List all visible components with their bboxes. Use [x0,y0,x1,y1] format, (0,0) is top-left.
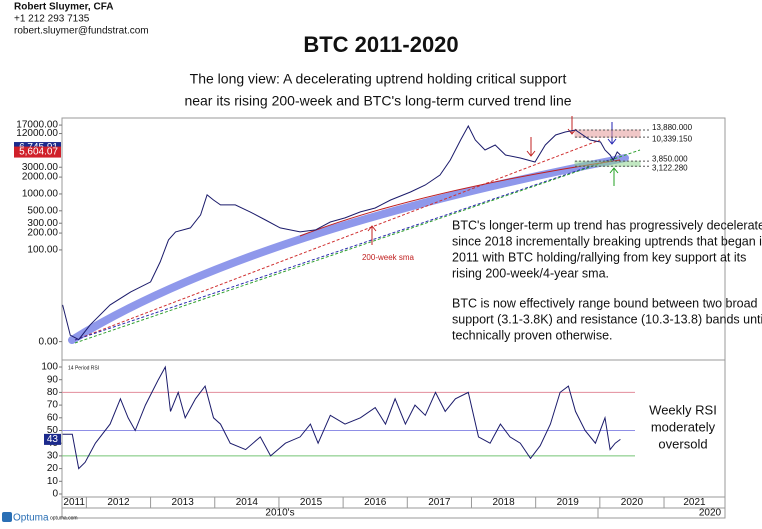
email: robert.sluymer@fundstrat.com [14,26,149,37]
level-label: 13,880.000 [652,123,693,132]
x-tick-label: 2015 [300,497,323,508]
y-tick-label: 100.00 [27,245,58,256]
x-tick-label: 2011 [63,497,85,508]
arrow [367,225,377,245]
y-tick-label: 1000.00 [22,189,59,200]
sma-line [299,159,621,237]
x-tick-label: 2019 [557,497,580,508]
current-label: 5,604.07 [19,147,58,158]
subtitle: near its rising 200-week and BTC's long-… [184,93,571,109]
y-tick-label: 300.00 [27,218,58,229]
arrow [526,137,536,157]
y-tick-label: 70 [47,400,59,411]
frame [61,117,726,519]
current-box [14,146,61,158]
x-tick-label: 2012 [107,497,130,508]
current-box [44,433,61,445]
annotation: rising 200-week/4-year sma. [452,266,609,280]
logo-mark [2,512,12,522]
chart-title: BTC 2011-2020 [303,32,458,57]
level-label: 3,122.280 [652,163,688,172]
y-tick-label: 90 [47,374,59,385]
y-tick-label: 10 [47,476,59,487]
annotation: support (3.1-3.8K) and resistance (10.3-… [452,312,762,326]
y-tick-label: 17000.00 [16,120,58,131]
y-tick-label: 30 [47,451,59,462]
annotation: Weekly RSI [649,402,717,417]
current-label: 43 [47,434,59,445]
y-tick-label: 20 [47,463,59,474]
y-tick-label: 0 [52,489,58,500]
x-tick-label: 2013 [172,497,195,508]
y-tick-label: 200.00 [27,228,58,239]
annotation: BTC's longer-term up trend has progressi… [452,218,762,232]
annotation: BTC is now effectively range bound betwe… [452,296,758,310]
level-band [574,160,641,167]
brand: Optuma [13,513,49,524]
curved-trend [68,154,629,344]
sma-label: 200-week sma [362,253,415,262]
pane-label: 14 Period RSI [68,365,99,371]
price-line [62,365,621,470]
x-tick-label: 2014 [236,497,259,508]
trend-line [74,149,641,344]
phone: +1 212 293 7135 [14,14,90,25]
trend-line [74,139,601,341]
y-tick-label: 12000.00 [16,128,58,139]
annotation: moderately [651,419,716,434]
x-tick-label: 2016 [364,497,387,508]
annotation: technically proven otherwise. [452,328,613,342]
annotation: 2011 with BTC holding/rallying from key … [452,250,746,264]
decade-label: 2010's [265,508,294,519]
annotation: oversold [658,436,707,451]
annotation: since 2018 incrementally breaking uptren… [452,234,762,248]
price-line [62,124,621,341]
level-label: 3,850.000 [652,154,688,163]
y-tick-label: 80 [47,387,59,398]
x-tick-label: 2020 [621,497,644,508]
subtitle: The long view: A decelerating uptrend ho… [190,71,567,87]
logo: Optuma optuma.com [2,512,78,524]
x-tick-label: 2021 [683,497,706,508]
y-tick-label: 0.00 [39,336,59,347]
y-tick-label: 2000.00 [22,172,59,183]
y-tick-label: 100 [41,362,58,373]
arrow [609,167,619,186]
y-tick-label: 50 [47,425,59,436]
y-tick-label: 500.00 [27,205,58,216]
site: optuma.com [50,515,78,521]
author: Robert Sluymer, CFA [14,2,113,13]
x-tick-label: 2018 [492,497,515,508]
level-label: 10,339.150 [652,134,693,143]
x-tick-label: 2017 [428,497,451,508]
y-tick-label: 3000.00 [22,162,59,173]
year-label: 2020 [699,508,722,519]
y-tick-label: 60 [47,412,59,423]
